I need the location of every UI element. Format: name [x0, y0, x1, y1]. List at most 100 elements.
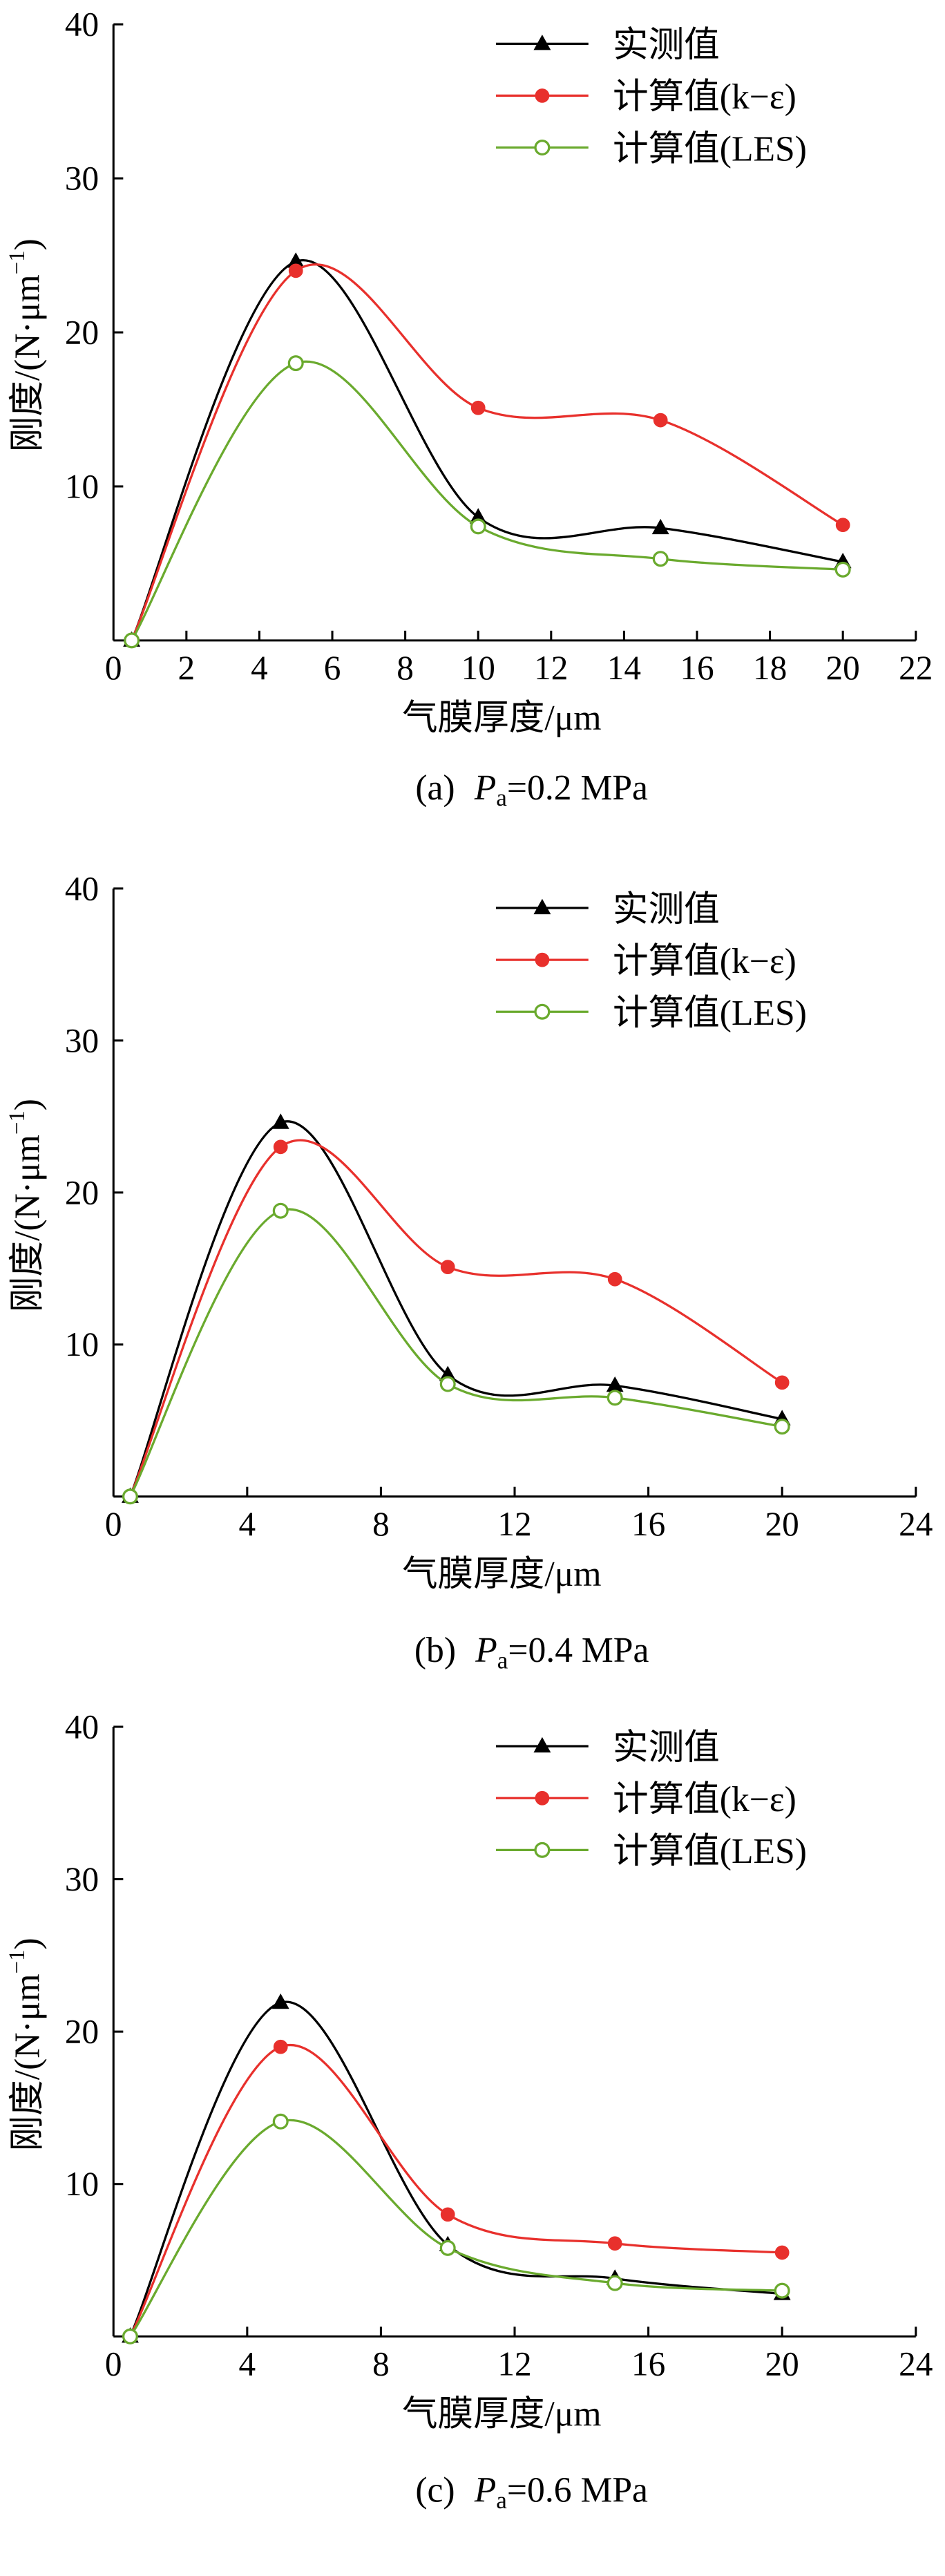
caption-variable: P — [474, 2471, 497, 2510]
y-tick-label: 30 — [65, 160, 99, 198]
y-tick-label: 30 — [65, 1021, 99, 1059]
x-tick-label: 20 — [765, 2345, 799, 2383]
x-axis-label: 气膜厚度/μm — [402, 2394, 602, 2434]
data-point — [607, 1390, 623, 1406]
data-point — [834, 561, 851, 578]
x-axis-label: 气膜厚度/μm — [402, 1555, 602, 1594]
y-axis-label: 刚度/(N·μm−1) — [5, 238, 47, 452]
caption-value: =0.4 MPa — [508, 1631, 649, 1670]
y-tick-label: 20 — [65, 1173, 99, 1211]
data-point — [607, 2275, 623, 2291]
panel-caption: (a) Pa=0.2 MPa — [415, 768, 648, 811]
x-tick-label: 16 — [631, 1505, 665, 1543]
data-point — [440, 1260, 455, 1274]
data-point — [774, 1375, 790, 1390]
y-axis-label-exponent: −1 — [5, 250, 30, 274]
x-tick-label: 20 — [765, 1505, 799, 1543]
data-point — [287, 355, 304, 372]
x-tick-label: 10 — [461, 649, 495, 687]
x-tick-label: 22 — [899, 649, 933, 687]
caption-variable: P — [475, 1631, 497, 1670]
data-point — [651, 518, 669, 535]
y-axis-label: 刚度/(N·μm−1) — [5, 1099, 47, 1312]
chart-panel-3: 0 4 8 12 16 20 24 10 20 30 40 气膜厚度/μm 刚度/(N·μm−1) 实测值… — [5, 1707, 933, 2514]
y-axis-label-exponent: −1 — [5, 1110, 30, 1135]
x-tick-label: 24 — [899, 1505, 933, 1543]
data-point — [835, 518, 850, 533]
legend-label: 实测值 — [613, 1728, 720, 1768]
x-tick-label: 8 — [372, 2345, 390, 2383]
panel-caption: (b) Pa=0.4 MPa — [414, 1631, 649, 1674]
data-point — [439, 2239, 456, 2256]
caption-subscript: a — [497, 1647, 508, 1674]
y-tick-label: 40 — [65, 6, 99, 44]
x-tick-label: 2 — [178, 649, 195, 687]
caption-subscript: a — [496, 2487, 507, 2514]
x-tick-label: 12 — [497, 2345, 531, 2383]
x-tick-label: 8 — [372, 1505, 390, 1543]
y-tick-label: 40 — [65, 869, 99, 907]
data-point — [273, 2039, 288, 2054]
data-point — [271, 1993, 289, 2009]
x-tick-label: 14 — [607, 649, 641, 687]
y-tick-label: 40 — [65, 1707, 99, 1745]
x-tick-label: 0 — [105, 1505, 122, 1543]
caption-subscript: a — [496, 784, 507, 811]
data-point — [272, 1202, 289, 1219]
legend-label: 实测值 — [613, 26, 720, 65]
x-tick-label: 8 — [397, 649, 414, 687]
data-point — [439, 1376, 456, 1392]
data-point — [122, 2328, 138, 2345]
y-axis-label-close: ) — [8, 1938, 47, 1949]
chart-panel-2: 0 4 8 12 16 20 24 10 20 30 40 气膜厚度/μm 刚度/(N·μm−1) 实测值… — [5, 869, 933, 1674]
x-tick-label: 6 — [324, 649, 341, 687]
data-point — [470, 518, 486, 535]
caption-variable: P — [474, 768, 497, 808]
data-point — [774, 2282, 790, 2299]
legend-marker — [533, 35, 551, 50]
data-point — [288, 263, 303, 278]
x-tick-label: 4 — [251, 649, 268, 687]
series-line — [128, 1120, 783, 1497]
data-point — [653, 413, 668, 428]
caption-prefix: (b) — [414, 1631, 456, 1670]
data-point — [607, 1271, 622, 1287]
legend-marker — [533, 1736, 551, 1753]
caption-value: =0.2 MPa — [507, 768, 648, 808]
legend-marker — [534, 140, 551, 156]
series-line — [131, 360, 843, 641]
y-tick-label: 10 — [65, 1325, 99, 1363]
legend-label: 计算值(LES) — [613, 1832, 807, 1871]
data-point — [273, 1139, 288, 1155]
legend-label: 计算值(LES) — [613, 994, 807, 1033]
legend-marker — [533, 898, 551, 915]
y-axis-label-main: 刚度/(N·μm — [8, 1135, 47, 1312]
y-axis-label: 刚度/(N·μm−1) — [5, 1938, 47, 2151]
data-point — [470, 400, 486, 415]
x-tick-label: 12 — [497, 1505, 531, 1543]
caption-value: =0.6 MPa — [507, 2471, 648, 2510]
x-tick-label: 0 — [105, 2345, 122, 2383]
legend-marker — [534, 1003, 551, 1020]
y-tick-label: 20 — [65, 313, 99, 351]
legend-label: 实测值 — [613, 890, 720, 929]
y-axis-label-close: ) — [8, 238, 47, 250]
legend-label: 计算值(k−ε) — [613, 77, 796, 117]
x-tick-label: 18 — [753, 649, 787, 687]
y-axis-label-main: 刚度/(N·μm — [8, 274, 47, 452]
series-line — [131, 263, 843, 641]
x-tick-label: 16 — [680, 649, 714, 687]
legend-marker — [534, 1841, 551, 1858]
x-tick-label: 0 — [105, 649, 122, 687]
x-axis-label: 气膜厚度/μm — [402, 699, 602, 738]
legend-marker — [535, 952, 550, 967]
caption-prefix: (c) — [415, 2471, 455, 2510]
series-line — [128, 1208, 783, 1497]
data-point — [272, 2113, 289, 2130]
data-point — [652, 551, 669, 567]
y-tick-label: 10 — [65, 467, 99, 505]
data-point — [774, 1419, 790, 1435]
legend-label: 计算值(k−ε) — [613, 1780, 796, 1819]
x-tick-label: 24 — [899, 2345, 933, 2383]
